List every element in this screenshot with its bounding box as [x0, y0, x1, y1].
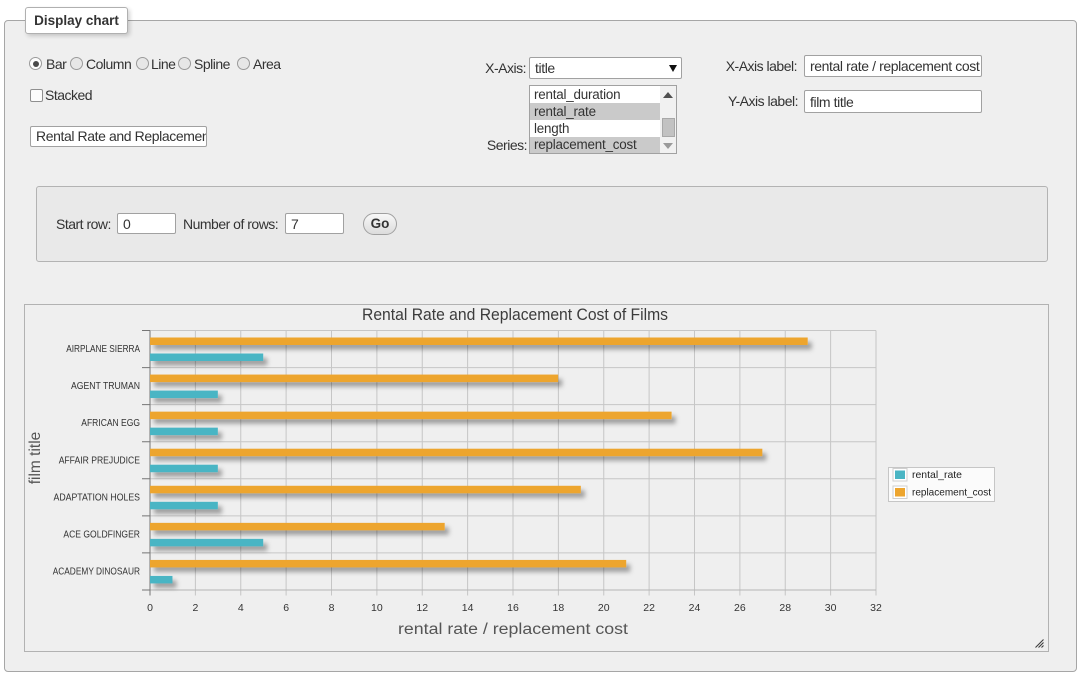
- svg-text:ADAPTATION HOLES: ADAPTATION HOLES: [54, 492, 141, 503]
- svg-text:ACADEMY DINOSAUR: ACADEMY DINOSAUR: [53, 566, 140, 577]
- svg-text:14: 14: [462, 602, 474, 614]
- svg-text:AFFAIR PREJUDICE: AFFAIR PREJUDICE: [59, 455, 141, 466]
- svg-text:10: 10: [371, 602, 383, 614]
- svg-text:32: 32: [870, 602, 882, 614]
- svg-text:replacement_cost: replacement_cost: [912, 487, 991, 499]
- svg-text:12: 12: [416, 602, 428, 614]
- svg-text:26: 26: [734, 602, 746, 614]
- svg-text:8: 8: [329, 602, 335, 614]
- svg-text:ACE GOLDFINGER: ACE GOLDFINGER: [63, 529, 140, 540]
- svg-text:4: 4: [238, 602, 244, 614]
- svg-text:24: 24: [689, 602, 701, 614]
- svg-text:AGENT TRUMAN: AGENT TRUMAN: [71, 381, 140, 392]
- svg-text:2: 2: [192, 602, 198, 614]
- svg-text:22: 22: [643, 602, 655, 614]
- svg-text:20: 20: [598, 602, 610, 614]
- svg-text:18: 18: [553, 602, 565, 614]
- svg-text:film title: film title: [27, 432, 44, 485]
- svg-text:Rental Rate and Replacement Co: Rental Rate and Replacement Cost of Film…: [362, 305, 668, 324]
- svg-text:6: 6: [283, 602, 289, 614]
- svg-text:AIRPLANE SIERRA: AIRPLANE SIERRA: [66, 344, 140, 355]
- svg-text:16: 16: [507, 602, 519, 614]
- svg-text:28: 28: [779, 602, 791, 614]
- svg-text:AFRICAN EGG: AFRICAN EGG: [81, 418, 140, 429]
- svg-text:rental_rate: rental_rate: [912, 469, 962, 481]
- svg-text:0: 0: [147, 602, 153, 614]
- svg-text:rental rate / replacement cost: rental rate / replacement cost: [398, 621, 629, 638]
- svg-text:30: 30: [825, 602, 837, 614]
